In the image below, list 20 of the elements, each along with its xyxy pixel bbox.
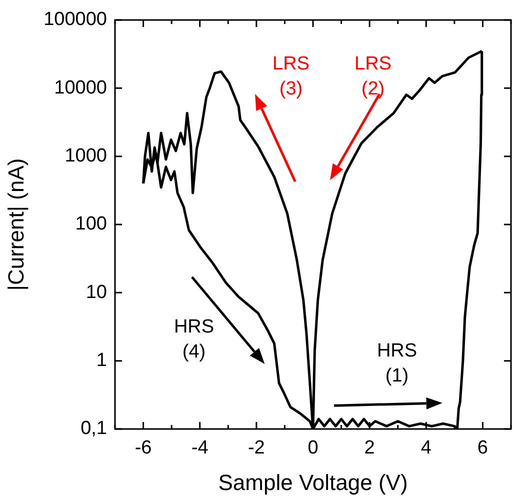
y-tick-label: 100000 <box>44 9 107 30</box>
x-tick-label: 0 <box>308 438 318 459</box>
x-tick-label: -6 <box>134 438 152 459</box>
y-axis-title: |Current| (nA) <box>3 158 28 291</box>
y-tick-label: 100 <box>75 214 107 235</box>
y-tick-label: 0,1 <box>80 418 107 440</box>
y-tick-label: 10000 <box>54 77 107 98</box>
x-tick-label: -4 <box>191 438 209 459</box>
y-tick-label: 1 <box>96 350 107 372</box>
x-tick-label: -2 <box>248 438 265 459</box>
annotation: HRS (4) <box>174 316 214 363</box>
y-tick-label: 1000 <box>64 146 107 167</box>
x-tick-label: 2 <box>364 438 375 459</box>
y-tick-label: 10 <box>86 282 107 303</box>
x-tick-label: 6 <box>477 438 488 459</box>
annotation: HRS (1) <box>376 340 418 387</box>
x-axis-title: Sample Voltage (V) <box>218 470 408 495</box>
annotation: LRS (2) <box>354 54 392 100</box>
x-tick-label: 4 <box>420 438 432 459</box>
annotation: LRS (3) <box>272 54 310 100</box>
